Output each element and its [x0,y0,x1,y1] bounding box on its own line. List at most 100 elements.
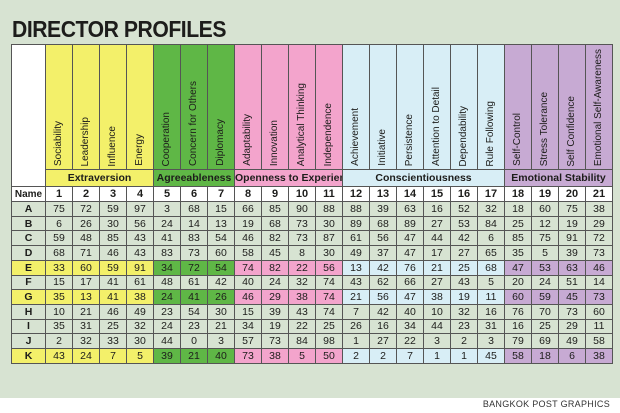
score-cell: 73 [234,347,262,364]
score-cell: 73 [558,303,586,320]
score-cell: 13 [72,289,100,305]
score-cell: 60 [531,201,559,217]
score-cell: 41 [180,289,208,305]
score-cell: 6 [45,215,73,232]
score-cell: 46 [234,230,262,247]
score-cell: 69 [531,333,559,349]
score-cell: 14 [585,274,613,291]
score-cell: 25 [315,318,343,335]
director-row: H 10 21 46 49 23 54 30 15 39 43 74 7 42 40 10 32 16 76 70 73… [11,303,613,320]
trait-label: Energy [134,134,145,167]
score-cell: 32 [288,274,316,291]
trait-label: Stress Tolerance [539,91,550,167]
score-cell: 11 [585,318,613,335]
score-cell: 17 [72,274,100,291]
trait-number: 3 [99,186,127,203]
score-cell: 54 [207,230,235,247]
group-header-agr: Agreeableness [153,169,235,188]
director-row: K 43 24 7 5 39 21 40 73 38 5 50 2 2 7 1 1 45 58 18 6 38 [11,347,613,364]
score-cell: 20 [504,274,532,291]
director-name: E [11,259,46,276]
score-cell: 5 [531,245,559,261]
trait-header: Leadership [72,43,100,171]
score-cell: 83 [180,230,208,247]
score-cell: 15 [45,274,73,291]
score-cell: 7 [342,303,370,320]
score-cell: 50 [315,347,343,364]
trait-number: 19 [531,186,559,203]
score-cell: 90 [288,201,316,217]
score-cell: 74 [315,274,343,291]
score-cell: 83 [153,245,181,261]
score-cell: 16 [369,318,397,335]
trait-header: Stress Tolerance [531,43,559,171]
trait-number: 15 [423,186,451,203]
score-cell: 27 [423,215,451,232]
score-cell: 18 [531,347,559,364]
score-cell: 39 [153,347,181,364]
score-cell: 59 [45,230,73,247]
score-cell: 33 [45,259,73,276]
score-cell: 73 [585,289,613,305]
trait-number: 21 [585,186,613,203]
trait-header: Influence [99,43,127,171]
trait-header: Energy [126,43,154,171]
trait-header: Concern for Others [180,43,208,171]
score-cell: 73 [288,230,316,247]
score-cell: 68 [180,201,208,217]
score-cell: 23 [153,303,181,320]
score-cell: 24 [153,289,181,305]
score-cell: 38 [585,347,613,364]
trait-label: Influence [107,125,118,167]
score-cell: 43 [450,274,478,291]
score-cell: 49 [558,333,586,349]
director-row: B 6 26 30 56 24 14 13 19 68 73 30 89 68 89 27 53 84 25 12 19… [11,215,613,232]
score-cell: 49 [342,245,370,261]
score-cell: 33 [99,333,127,349]
score-cell: 38 [126,289,154,305]
score-cell: 76 [396,259,424,276]
score-cell: 56 [315,259,343,276]
score-cell: 32 [126,318,154,335]
director-row: I 35 31 25 32 24 23 21 34 19 22 25 26 16 34 44 23 31 16 25 2… [11,318,613,335]
score-cell: 26 [207,289,235,305]
group-header-con: Conscientiousness [342,169,505,188]
score-cell: 22 [396,333,424,349]
trait-header: Sociability [45,43,73,171]
score-cell: 17 [423,245,451,261]
trait-header: Adaptability [234,43,262,171]
score-cell: 43 [126,230,154,247]
score-cell: 16 [477,303,505,320]
score-cell: 98 [315,333,343,349]
score-cell: 35 [504,245,532,261]
score-cell: 19 [234,215,262,232]
score-cell: 54 [207,259,235,276]
score-cell: 24 [531,274,559,291]
trait-header: Analytical Thinking [288,43,316,171]
score-cell: 10 [45,303,73,320]
director-name: B [11,215,46,232]
score-cell: 29 [261,289,289,305]
score-cell: 7 [396,347,424,364]
trait-label: Self-Control [512,113,523,167]
director-name: H [11,303,46,320]
trait-label: Innovation [269,119,280,167]
score-cell: 75 [531,230,559,247]
score-cell: 75 [45,201,73,217]
director-row: J 2 32 33 30 44 0 3 57 73 84 98 1 27 22 3 2 3 79 69 49 58 [11,333,613,349]
score-cell: 56 [369,289,397,305]
score-cell: 40 [234,274,262,291]
score-cell: 30 [126,333,154,349]
director-row: F 15 17 41 61 48 61 42 40 24 32 74 43 62 66 27 43 5 20 24 51… [11,274,613,291]
trait-header: Initiative [369,43,397,171]
score-cell: 85 [99,230,127,247]
trait-number: 10 [288,186,316,203]
trait-number: 2 [72,186,100,203]
score-cell: 2 [342,347,370,364]
score-cell: 44 [423,230,451,247]
score-cell: 47 [396,245,424,261]
score-cell: 91 [558,230,586,247]
score-cell: 46 [99,245,127,261]
score-cell: 87 [315,230,343,247]
score-cell: 38 [288,289,316,305]
